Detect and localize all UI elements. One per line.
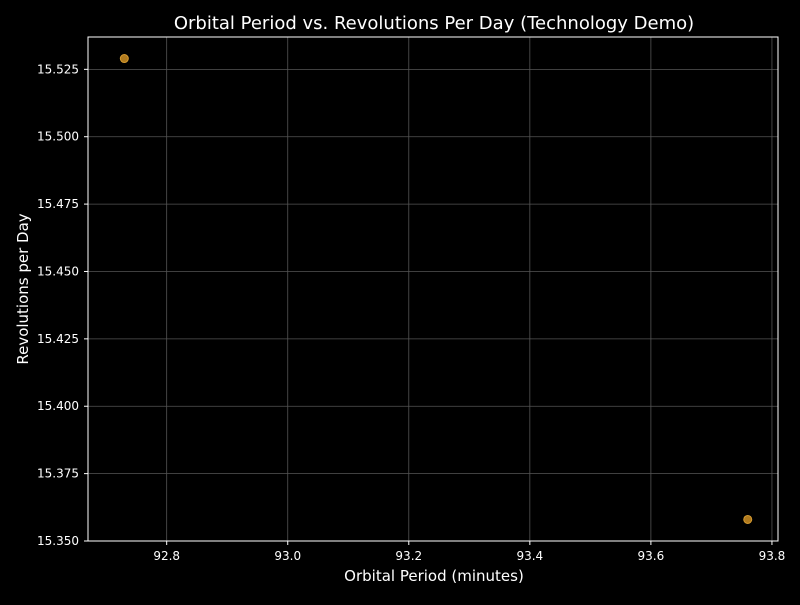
y-tick-label: 15.450 — [37, 264, 79, 278]
data-point — [119, 54, 129, 64]
chart-title: Orbital Period vs. Revolutions Per Day (… — [174, 13, 694, 34]
x-tick-label: 92.8 — [153, 549, 180, 563]
point-layer — [119, 54, 753, 524]
y-tick-label: 15.475 — [37, 197, 79, 211]
y-tick-label: 15.525 — [37, 62, 79, 76]
x-tick-label: 93.0 — [274, 549, 301, 563]
y-tick-label: 15.400 — [37, 399, 79, 413]
y-tick-label: 15.350 — [37, 534, 79, 548]
x-tick-label: 93.8 — [759, 549, 786, 563]
y-tick-label: 15.425 — [37, 332, 79, 346]
y-axis-label: Revolutions per Day — [14, 213, 32, 364]
tick-layer: 92.8 93.0 93.2 93.4 93.6 93.8 15.350 15.375 15.4… — [37, 62, 785, 563]
x-tick-label: 93.4 — [516, 549, 543, 563]
x-tick-label: 93.6 — [638, 549, 665, 563]
plot-area-frame — [87, 36, 779, 542]
y-tick-label: 15.500 — [37, 130, 79, 144]
y-tick-label: 15.375 — [37, 467, 79, 481]
data-point — [743, 514, 753, 524]
x-tick-label: 93.2 — [395, 549, 422, 563]
grid-layer — [88, 37, 778, 542]
x-axis-label: Orbital Period (minutes) — [344, 567, 524, 585]
